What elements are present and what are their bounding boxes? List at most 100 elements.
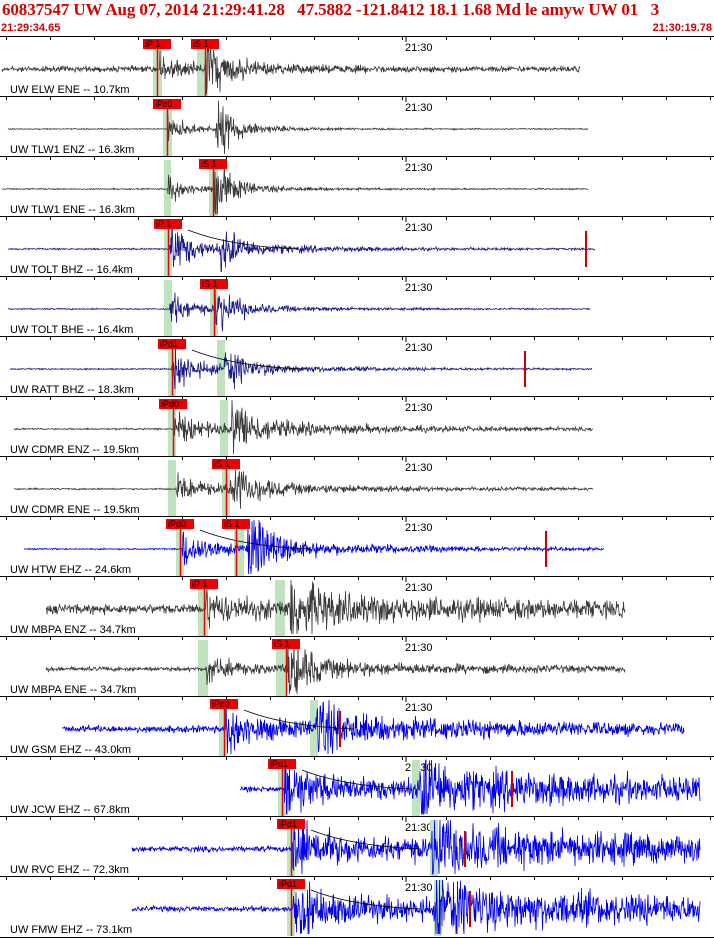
trace-row[interactable]: 21:30 iPd1 UW FMW EHZ -- 73.1km — [0, 876, 714, 936]
trace-row[interactable]: 21:30 iPd1 UW RVC EHZ -- 72.3km — [0, 816, 714, 876]
pick-label: iPd1 — [160, 339, 178, 349]
pick-window — [164, 280, 172, 336]
pick-flag — [159, 399, 187, 409]
trace-row[interactable]: 21:30 iS 1 UW CDMR ENE -- 19.5km — [0, 456, 714, 516]
station-label: UW RVC EHZ -- 72.3km — [10, 864, 129, 876]
pick-window — [412, 760, 420, 816]
pick-flag — [154, 219, 182, 229]
trace-row[interactable]: 21:30 iS 1 UW TLW1 ENE -- 16.3km — [0, 156, 714, 216]
trace-row[interactable]: 21:30 iS 1 UW MBPA ENE -- 34.7km — [0, 636, 714, 696]
header-bar: 60837547 UW Aug 07, 2014 21:29:41.28 47.… — [0, 0, 714, 36]
coda-curve — [191, 349, 303, 370]
minute-label: 21:30 — [405, 162, 433, 174]
minute-label: 21:30 — [405, 462, 433, 474]
pick-label: iPc0 — [212, 699, 230, 709]
coda-curve — [301, 769, 413, 790]
trace-row[interactable]: 21:30 iP 1 iS 1 UW ELW ENE -- 10.7km — [0, 36, 714, 96]
waveform — [45, 579, 626, 635]
station-label: UW FMW EHZ -- 73.1km — [10, 924, 132, 936]
event-title: 60837547 UW Aug 07, 2014 21:29:41.28 47.… — [2, 0, 659, 19]
pick-window — [197, 40, 208, 96]
waveform — [13, 399, 594, 455]
coda-curve — [199, 529, 311, 550]
trace-row[interactable]: 21:30 iS 1 UW TOLT BHE -- 16.4km — [0, 276, 714, 336]
station-label: UW RATT BHZ -- 18.3km — [10, 384, 134, 396]
minute-label: 21:30 — [405, 102, 433, 114]
waveform — [61, 699, 685, 755]
station-label: UW MBPA ENE -- 34.7km — [10, 684, 136, 696]
pick-window — [168, 460, 176, 516]
station-label: UW TOLT BHZ -- 16.4km — [10, 264, 133, 276]
trace-row[interactable]: 21:30 iP 1 UW TOLT BHZ -- 16.4km — [0, 216, 714, 276]
pick-label: iPd1 — [279, 879, 297, 889]
pick-label: iP 1 — [156, 219, 171, 229]
waveform — [1, 39, 581, 95]
trace-row[interactable]: 21:30 iPc0 UW GSM EHZ -- 43.0km — [0, 696, 714, 756]
waveform — [131, 819, 701, 875]
station-label: UW CDMR ENE -- 19.5km — [10, 504, 140, 516]
waveform — [239, 759, 701, 815]
station-label: UW HTW EHZ -- 24.6km — [10, 564, 131, 576]
waveform — [7, 100, 589, 155]
minute-label: 21:30 — [405, 822, 433, 834]
window-end-time: 21:30:19.78 — [652, 22, 712, 34]
window-start-time: 21:29:34.65 — [1, 22, 61, 34]
pick-flag — [190, 579, 218, 589]
minute-label: 21:30 — [405, 402, 433, 414]
station-label: UW TOLT BHE -- 16.4km — [10, 324, 133, 336]
trace-row[interactable]: 21:30 iPd0 iS 1 UW HTW EHZ -- 24.6km — [0, 516, 714, 576]
pick-flag — [153, 99, 181, 109]
waveform — [13, 469, 594, 509]
pick-label: iPd1 — [270, 759, 288, 769]
pick-flag — [210, 699, 238, 709]
pick-label: iS 1 — [193, 39, 209, 49]
pick-label: iPd0 — [161, 399, 179, 409]
trace-row[interactable]: 21:30 iPc0 UW TLW1 ENZ -- 16.3km — [0, 96, 714, 156]
pick-flag — [200, 279, 228, 289]
coda-curve — [187, 229, 299, 250]
station-label: UW JCW EHZ -- 67.8km — [10, 804, 130, 816]
minute-label: 21:30 — [405, 522, 433, 534]
pick-label: iP 1 — [192, 579, 207, 589]
trace-row[interactable]: 21:30 iPd1 UW RATT BHZ -- 18.3km — [0, 336, 714, 396]
seismogram-plot[interactable]: 21:30 iP 1 iS 1 UW ELW ENE -- 10.7km 21:30 iP… — [0, 36, 714, 938]
minute-label: 21:30 — [405, 282, 433, 294]
pick-flag — [222, 519, 250, 529]
pick-label: iS 1 — [202, 279, 218, 289]
station-label: UW TLW1 ENZ -- 16.3km — [10, 144, 134, 156]
pick-label: iP 1 — [145, 39, 160, 49]
trace-row[interactable]: 21:30 iPd0 UW CDMR ENZ -- 19.5km — [0, 396, 714, 456]
station-label: UW TLW1 ENE -- 16.3km — [10, 204, 135, 216]
waveform — [7, 219, 595, 272]
coda-curve — [310, 829, 422, 850]
station-label: UW ELW ENE -- 10.7km — [10, 84, 130, 96]
trace-row[interactable]: 21:30 iP 1 UW MBPA ENZ -- 34.7km — [0, 576, 714, 636]
station-label: UW MBPA ENZ -- 34.7km — [10, 624, 136, 636]
pick-label: iS 1 — [274, 639, 290, 649]
waveform — [9, 348, 593, 390]
pick-window — [198, 640, 208, 696]
pick-label: iS 1 — [214, 459, 230, 469]
pick-flag — [277, 819, 305, 829]
waveform — [8, 284, 591, 332]
pick-label: iS 1 — [201, 159, 217, 169]
pick-flag — [277, 879, 305, 889]
pick-window — [234, 520, 244, 576]
pick-flag — [191, 39, 219, 49]
minute-label: 21:30 — [405, 642, 433, 654]
pick-flag — [166, 519, 194, 529]
pick-label: iPd1 — [279, 819, 297, 829]
coda-curve — [310, 889, 422, 910]
pick-flag — [272, 639, 300, 649]
station-label: UW CDMR ENZ -- 19.5km — [10, 444, 139, 456]
pick-flag — [268, 759, 296, 769]
pick-flag — [143, 39, 171, 49]
minute-label: 21:30 — [405, 42, 433, 54]
pick-window — [434, 880, 442, 936]
pick-label: iPd0 — [168, 519, 186, 529]
minute-label: 21:30 — [405, 882, 433, 894]
pick-window — [310, 700, 318, 756]
pick-flag — [158, 339, 186, 349]
minute-label: 21:30 — [405, 222, 433, 234]
